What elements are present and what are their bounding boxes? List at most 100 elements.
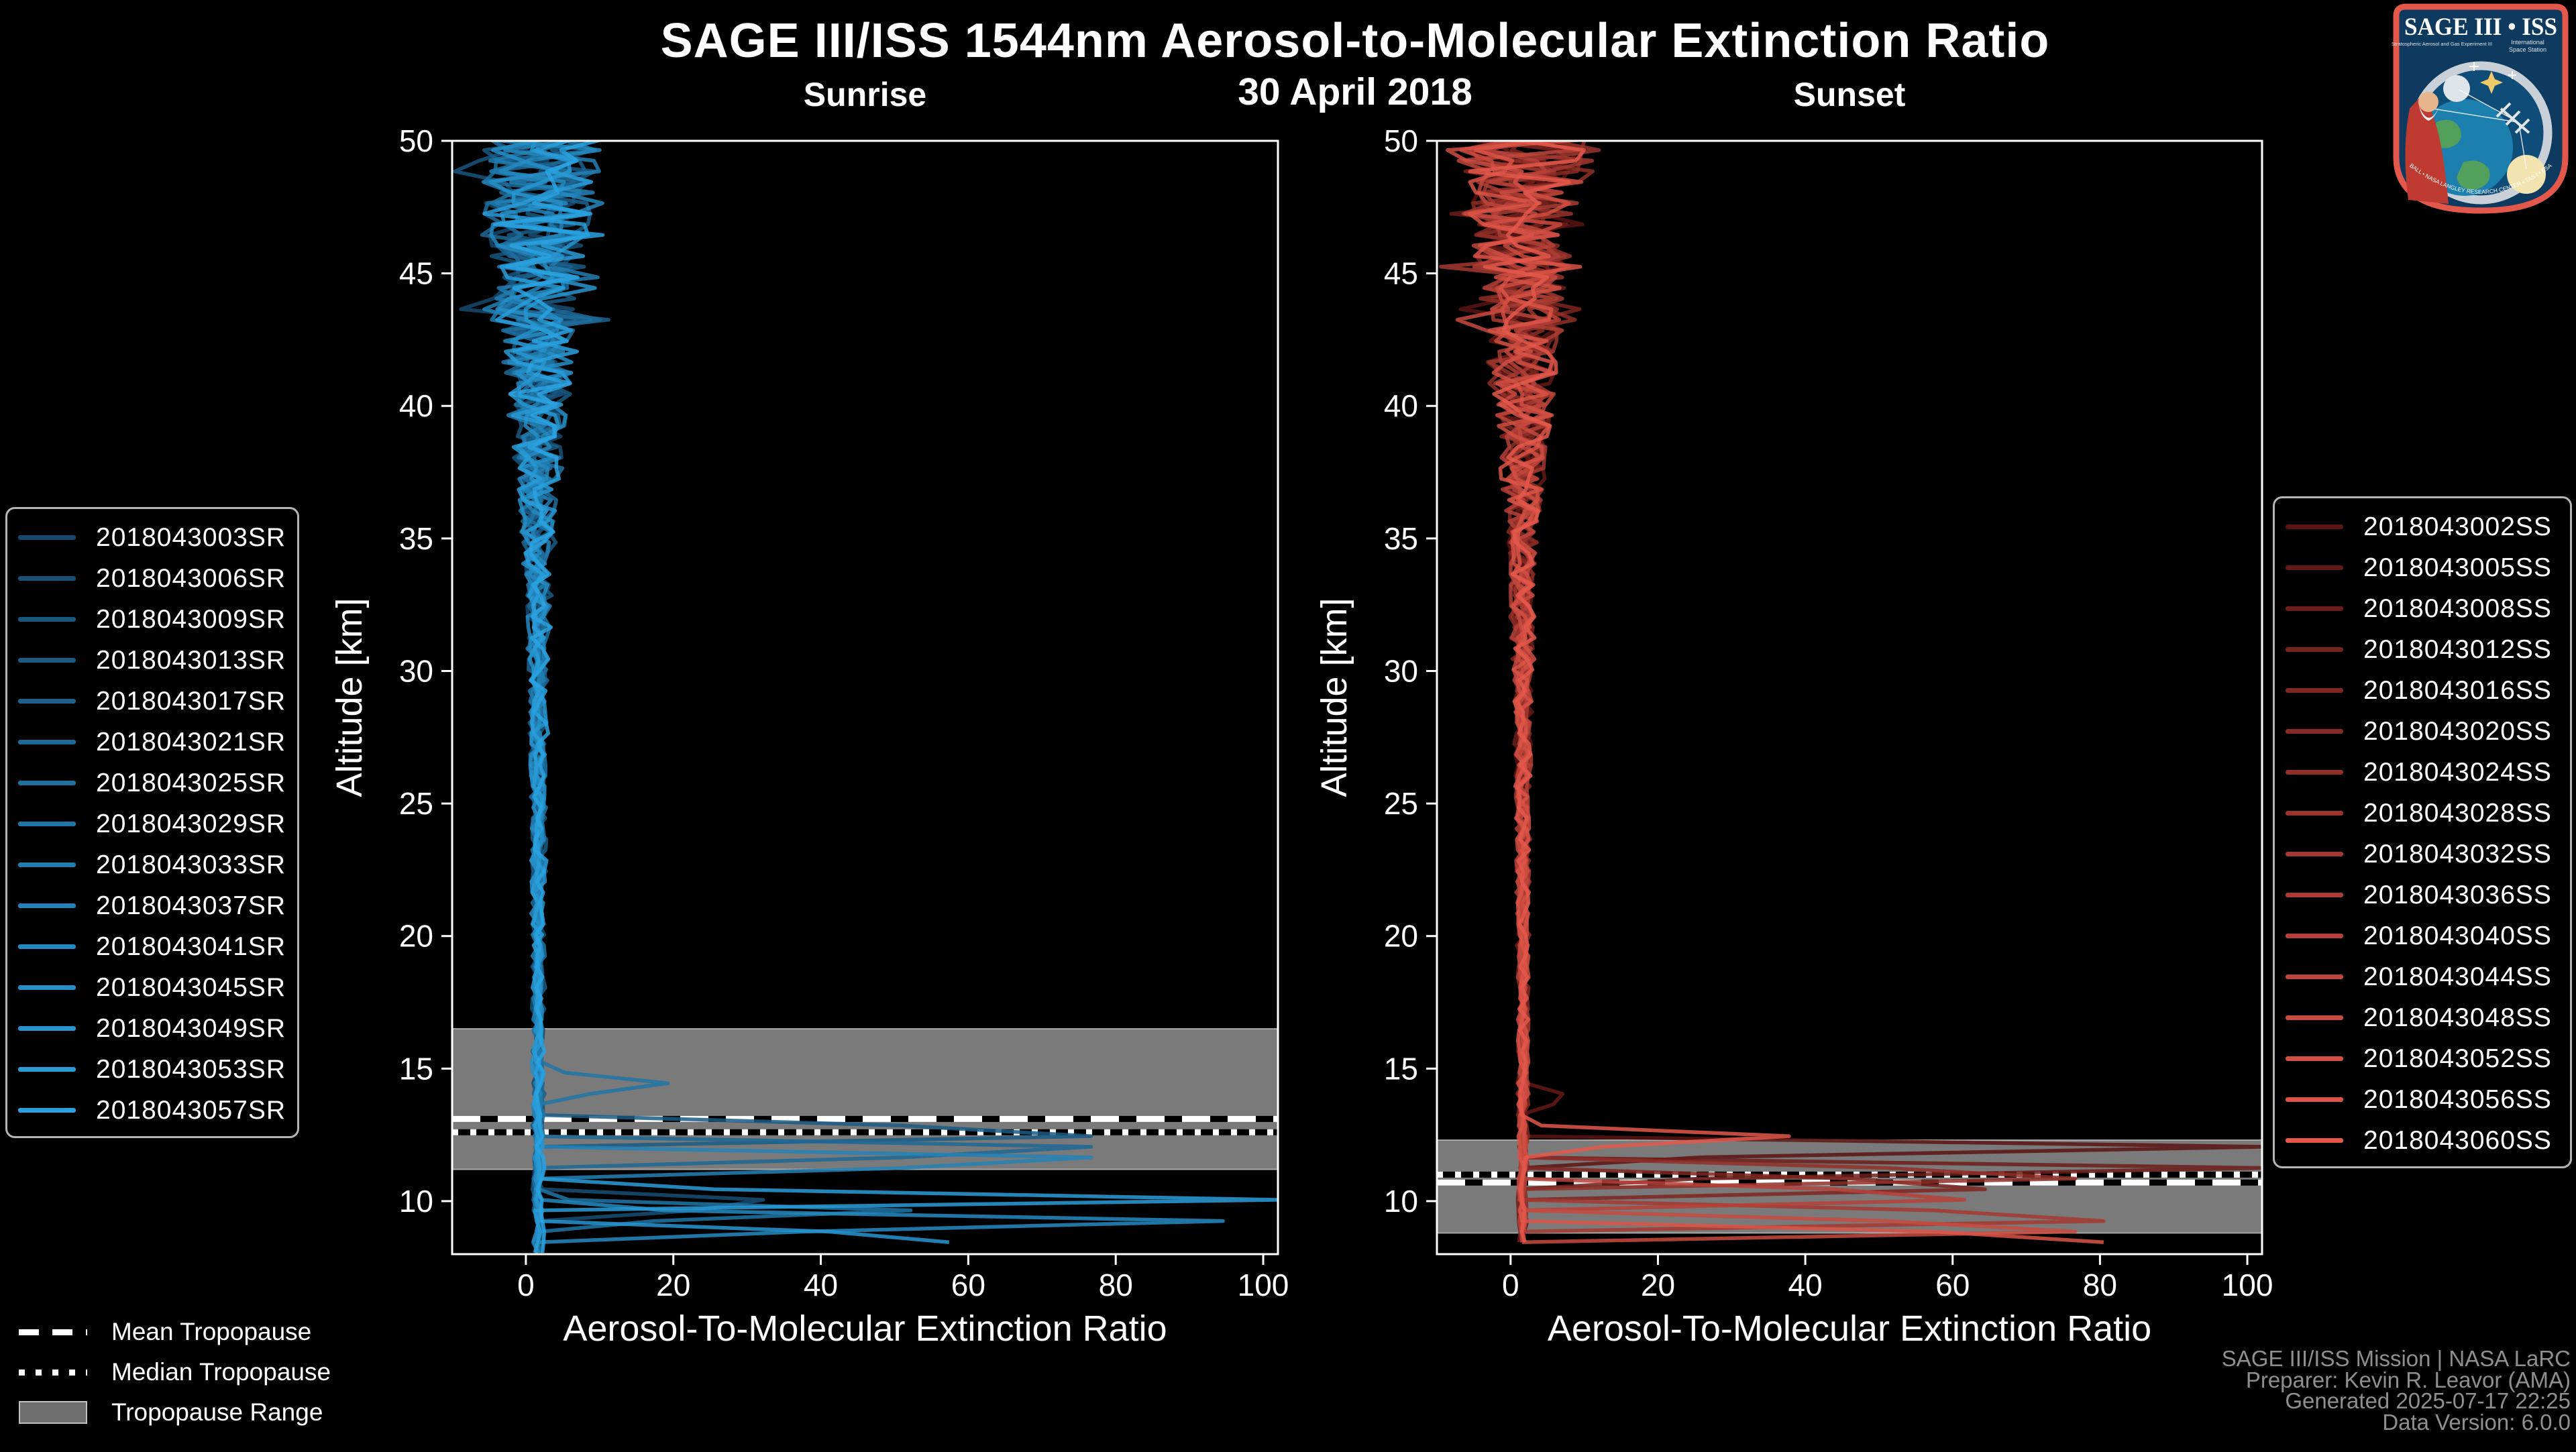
legend-item-label: Median Tropopause [111,1358,331,1386]
legend-item-label: 2018043016SS [2363,675,2552,705]
legend-item-2018043052SS: 2018043052SS [2286,1038,2563,1079]
legend-line-swatch [2286,606,2343,611]
legend-item-2018043049SR: 2018043049SR [18,1008,290,1049]
x-axis-label-sunrise: Aerosol-To-Molecular Extinction Ratio [563,1308,1167,1349]
legend-item-2018043041SR: 2018043041SR [18,926,290,967]
legend-item-2018043048SS: 2018043048SS [2286,997,2563,1038]
legend-line-swatch [2286,893,2343,897]
legend-line-swatch [18,576,76,581]
attribution-mission: SAGE III/ISS Mission | NASA LaRC [2221,1346,2571,1371]
legend-item-label: 2018043025SR [96,768,286,797]
legend-line-swatch [2286,688,2343,693]
legend-item-label: 2018043037SR [96,891,286,920]
legend-item-2018043006SR: 2018043006SR [18,558,290,599]
x-tick-label: 20 [656,1268,690,1302]
legend-item-label: 2018043009SR [96,604,286,634]
y-tick-label: 20 [399,919,433,954]
dotted-line-swatch [19,1369,87,1376]
y-tick-label: 10 [399,1184,433,1219]
y-tick-label: 45 [399,256,433,291]
profile-2018043060SS [1468,141,1791,1243]
x-tick-label: 60 [951,1268,985,1302]
legend-item-label: 2018043005SS [2363,553,2552,582]
y-axis-label-sunset: Altitude [km] [1314,598,1354,797]
logo-moon [2443,75,2470,102]
axes-spines [1436,139,2263,1255]
legend-line-swatch [18,1067,76,1072]
legend-item-2018043057SR: 2018043057SR [18,1090,290,1131]
figure-title: SAGE III/ISS 1544nm Aerosol-to-Molecular… [660,14,2050,68]
legend-line-swatch [2286,770,2343,775]
y-tick-label: 30 [399,653,433,688]
logo-figure-beard [2419,106,2439,121]
legend-item-tropopause-range: Tropopause Range [19,1392,331,1433]
legend-item-2018043056SS: 2018043056SS [2286,1079,2563,1120]
attribution-preparer: Preparer: Kevin R. Leavor (AMA) [2245,1367,2571,1392]
legend-line-swatch [2286,1097,2343,1102]
legend-sunset-events: 2018043002SS 2018043005SS 2018043008SS 2018… [2273,496,2572,1168]
legend-line-swatch [18,944,76,949]
legend-line-swatch [2286,852,2343,856]
legend-item-label: 2018043045SR [96,972,286,1002]
profile-2018043056SS [1467,141,2104,1244]
legend-item-label: 2018043017SR [96,686,286,716]
y-tick-label: 25 [399,786,433,821]
legend-item-label: 2018043060SS [2363,1125,2552,1155]
legend-line-swatch [2286,1056,2343,1061]
profile-2018043002SS [1458,141,2262,1232]
legend-line-swatch [2286,934,2343,938]
logo-light-beams [2432,89,2527,170]
legend-item-2018043003SR: 2018043003SR [18,517,290,558]
logo-figure-head [2418,92,2438,112]
legend-item-label: 2018043057SR [96,1095,286,1125]
legend-item-2018043008SS: 2018043008SS [2286,588,2563,629]
logo-star-gold [2480,71,2503,94]
legend-item-mean-tropopause: Mean Tropopause [19,1312,331,1352]
legend-line-swatch [2286,647,2343,652]
legend-item-median-tropopause: Median Tropopause [19,1352,331,1392]
legend-sunrise-events: 2018043003SR 2018043006SR 2018043009SR 2018… [5,507,299,1138]
attribution-block: SAGE III/ISS Mission | NASA LaRC Prepare… [2221,1346,2571,1433]
y-tick-label: 15 [399,1051,433,1086]
legend-item-2018043036SS: 2018043036SS [2286,875,2563,915]
legend-line-swatch [2286,811,2343,816]
legend-line-swatch [18,822,76,826]
profile-2018043024SS [1475,141,2078,1232]
legend-item-2018043040SS: 2018043040SS [2286,915,2563,956]
logo-stars [2469,62,2516,79]
y-tick-label: 40 [1384,388,1418,423]
legend-line-swatch [18,862,76,867]
legend-item-2018043020SS: 2018043020SS [2286,711,2563,752]
legend-item-2018043012SS: 2018043012SS [2286,629,2563,670]
legend-item-label: 2018043048SS [2363,1003,2552,1032]
legend-line-swatch [18,658,76,663]
x-tick-label: 20 [1641,1268,1675,1302]
x-tick-label: 80 [2083,1268,2117,1302]
profile-2018043052SS [1446,141,1587,1233]
legend-item-label: 2018043053SR [96,1054,286,1084]
profile-2018043008SS [1449,141,2262,1243]
legend-line-swatch [18,535,76,540]
legend-item-label: 2018043020SS [2363,716,2552,746]
legend-item-2018043016SS: 2018043016SS [2286,670,2563,711]
logo-sun [2507,155,2546,194]
legend-item-2018043060SS: 2018043060SS [2286,1120,2563,1161]
legend-item-2018043017SR: 2018043017SR [18,681,290,722]
legend-item-label: 2018043040SS [2363,921,2552,950]
legend-item-label: 2018043008SS [2363,594,2552,623]
legend-line-swatch [18,1026,76,1031]
legend-item-label: 2018043056SS [2363,1084,2552,1114]
panel-title-sunrise: Sunrise [803,76,927,113]
x-tick-label: 80 [1099,1268,1133,1302]
x-tick-label: 40 [804,1268,838,1302]
logo-continent [2457,160,2490,190]
x-tick-label: 0 [517,1268,535,1302]
x-tick-label: 0 [1502,1268,1519,1302]
legend-item-2018043029SR: 2018043029SR [18,803,290,844]
y-axis-label-sunrise: Altitude [km] [329,598,370,797]
axes-spines [451,139,1279,1255]
y-tick-label: 20 [1384,919,1418,954]
legend-item-label: Mean Tropopause [111,1318,312,1345]
